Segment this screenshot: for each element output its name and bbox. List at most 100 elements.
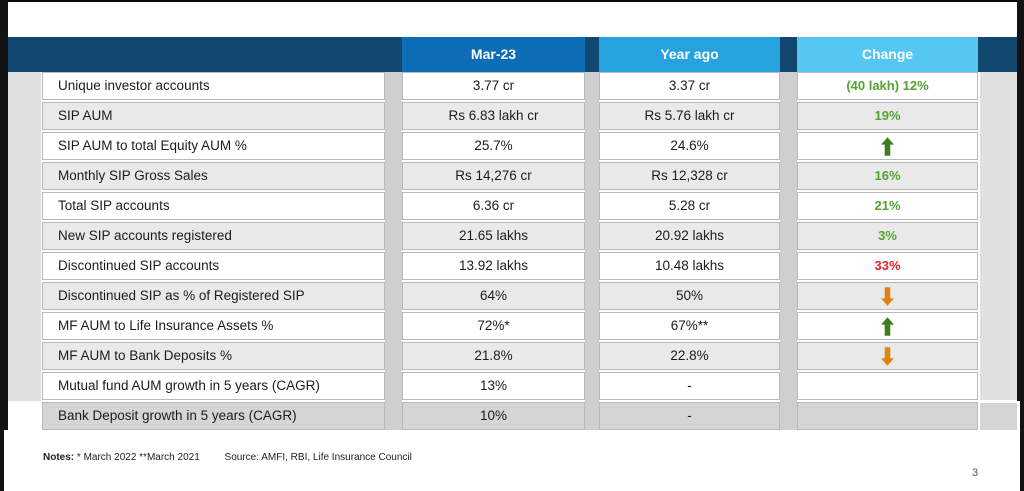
column-gutter (585, 222, 599, 250)
down-arrow-icon (881, 286, 894, 306)
right-edge-border (1017, 0, 1024, 401)
year-ago-value: 5.28 cr (599, 192, 780, 220)
notes-line: Notes: * March 2022 **March 2021 Source:… (43, 452, 412, 463)
column-gutter (385, 252, 402, 280)
notes-label: Notes: (43, 452, 75, 463)
left-edge-border (0, 0, 8, 430)
year-ago-value: 22.8% (599, 342, 780, 370)
column-gutter (780, 222, 797, 250)
right-partial-column (980, 72, 1017, 430)
mar23-value: 13.92 lakhs (402, 252, 585, 280)
year-ago-value: Rs 12,328 cr (599, 162, 780, 190)
column-gutter (585, 252, 599, 280)
row-label: Discontinued SIP accounts (42, 252, 385, 280)
column-gutter (585, 192, 599, 220)
year-ago-value: - (599, 402, 780, 430)
row-label: Monthly SIP Gross Sales (42, 162, 385, 190)
column-gutter (385, 132, 402, 160)
column-gutter (385, 402, 402, 430)
change-value: 3% (797, 222, 978, 250)
year-ago-value: - (599, 372, 780, 400)
row-label: Total SIP accounts (42, 192, 385, 220)
column-gutter (585, 162, 599, 190)
left-edge-border-lower (0, 430, 4, 491)
column-gutter (780, 402, 797, 430)
change-value: 33% (797, 252, 978, 280)
column-gutter (585, 312, 599, 340)
column-gutter (780, 192, 797, 220)
change-value (797, 402, 978, 430)
row-label: Unique investor accounts (42, 72, 385, 100)
column-gutter (585, 72, 599, 430)
column-header-change: Change (797, 37, 978, 72)
mar23-value: 13% (402, 372, 585, 400)
mar23-value: 21.8% (402, 342, 585, 370)
column-gutter (585, 282, 599, 310)
row-label: Bank Deposit growth in 5 years (CAGR) (42, 402, 385, 430)
column-gutter (585, 372, 599, 400)
mar23-value: 25.7% (402, 132, 585, 160)
column-header-year-ago: Year ago (599, 37, 780, 72)
row-label: Mutual fund AUM growth in 5 years (CAGR) (42, 372, 385, 400)
column-gutter (780, 72, 797, 100)
year-ago-value: 24.6% (599, 132, 780, 160)
change-value (797, 312, 978, 340)
mar23-value: 21.65 lakhs (402, 222, 585, 250)
row-label: MF AUM to Bank Deposits % (42, 342, 385, 370)
column-gutter (585, 102, 599, 130)
row-label: MF AUM to Life Insurance Assets % (42, 312, 385, 340)
column-gutter (780, 312, 797, 340)
column-gutter (585, 72, 599, 100)
down-arrow-icon (881, 346, 894, 366)
change-text: 21% (874, 198, 901, 213)
column-gutter (780, 162, 797, 190)
year-ago-value: 3.37 cr (599, 72, 780, 100)
change-value: 19% (797, 102, 978, 130)
left-partial-column (8, 72, 41, 401)
top-edge-border (0, 0, 1024, 2)
column-gutter (385, 162, 402, 190)
column-gutter (780, 102, 797, 130)
year-ago-value: 10.48 lakhs (599, 252, 780, 280)
row-label: Discontinued SIP as % of Registered SIP (42, 282, 385, 310)
mar23-value: Rs 14,276 cr (402, 162, 585, 190)
mar23-value: 64% (402, 282, 585, 310)
notes-text: * March 2022 **March 2021 (76, 452, 200, 463)
change-value (797, 132, 978, 160)
year-ago-value: 50% (599, 282, 780, 310)
row-label: SIP AUM (42, 102, 385, 130)
column-gutter (385, 72, 402, 430)
column-gutter (385, 222, 402, 250)
change-value: 21% (797, 192, 978, 220)
row-label: SIP AUM to total Equity AUM % (42, 132, 385, 160)
change-text: 16% (874, 168, 901, 183)
right-partial-column-dark (980, 403, 1017, 430)
mar23-value: 6.36 cr (402, 192, 585, 220)
year-ago-value: 67%** (599, 312, 780, 340)
table-body: Unique investor accounts 3.77 cr 3.37 cr (4… (42, 72, 978, 430)
change-text: (40 lakh) 12% (846, 78, 929, 93)
change-value (797, 282, 978, 310)
year-ago-value: 20.92 lakhs (599, 222, 780, 250)
column-gutter (780, 132, 797, 160)
column-gutter (585, 402, 599, 430)
column-gutter (385, 372, 402, 400)
column-gutter (780, 252, 797, 280)
column-gutter (780, 372, 797, 400)
column-gutter (780, 282, 797, 310)
column-header-mar23: Mar-23 (402, 37, 585, 72)
column-gutter (780, 342, 797, 370)
change-value (797, 372, 978, 400)
year-ago-value: Rs 5.76 lakh cr (599, 102, 780, 130)
column-gutter (385, 72, 402, 100)
mar23-value: 72%* (402, 312, 585, 340)
change-text: 33% (874, 258, 901, 273)
up-arrow-icon (881, 316, 894, 336)
row-label: New SIP accounts registered (42, 222, 385, 250)
column-gutter (385, 102, 402, 130)
change-text: 3% (878, 228, 897, 243)
right-partial-column-gray (980, 72, 1017, 400)
column-gutter (585, 132, 599, 160)
change-value (797, 342, 978, 370)
column-gutter (585, 342, 599, 370)
